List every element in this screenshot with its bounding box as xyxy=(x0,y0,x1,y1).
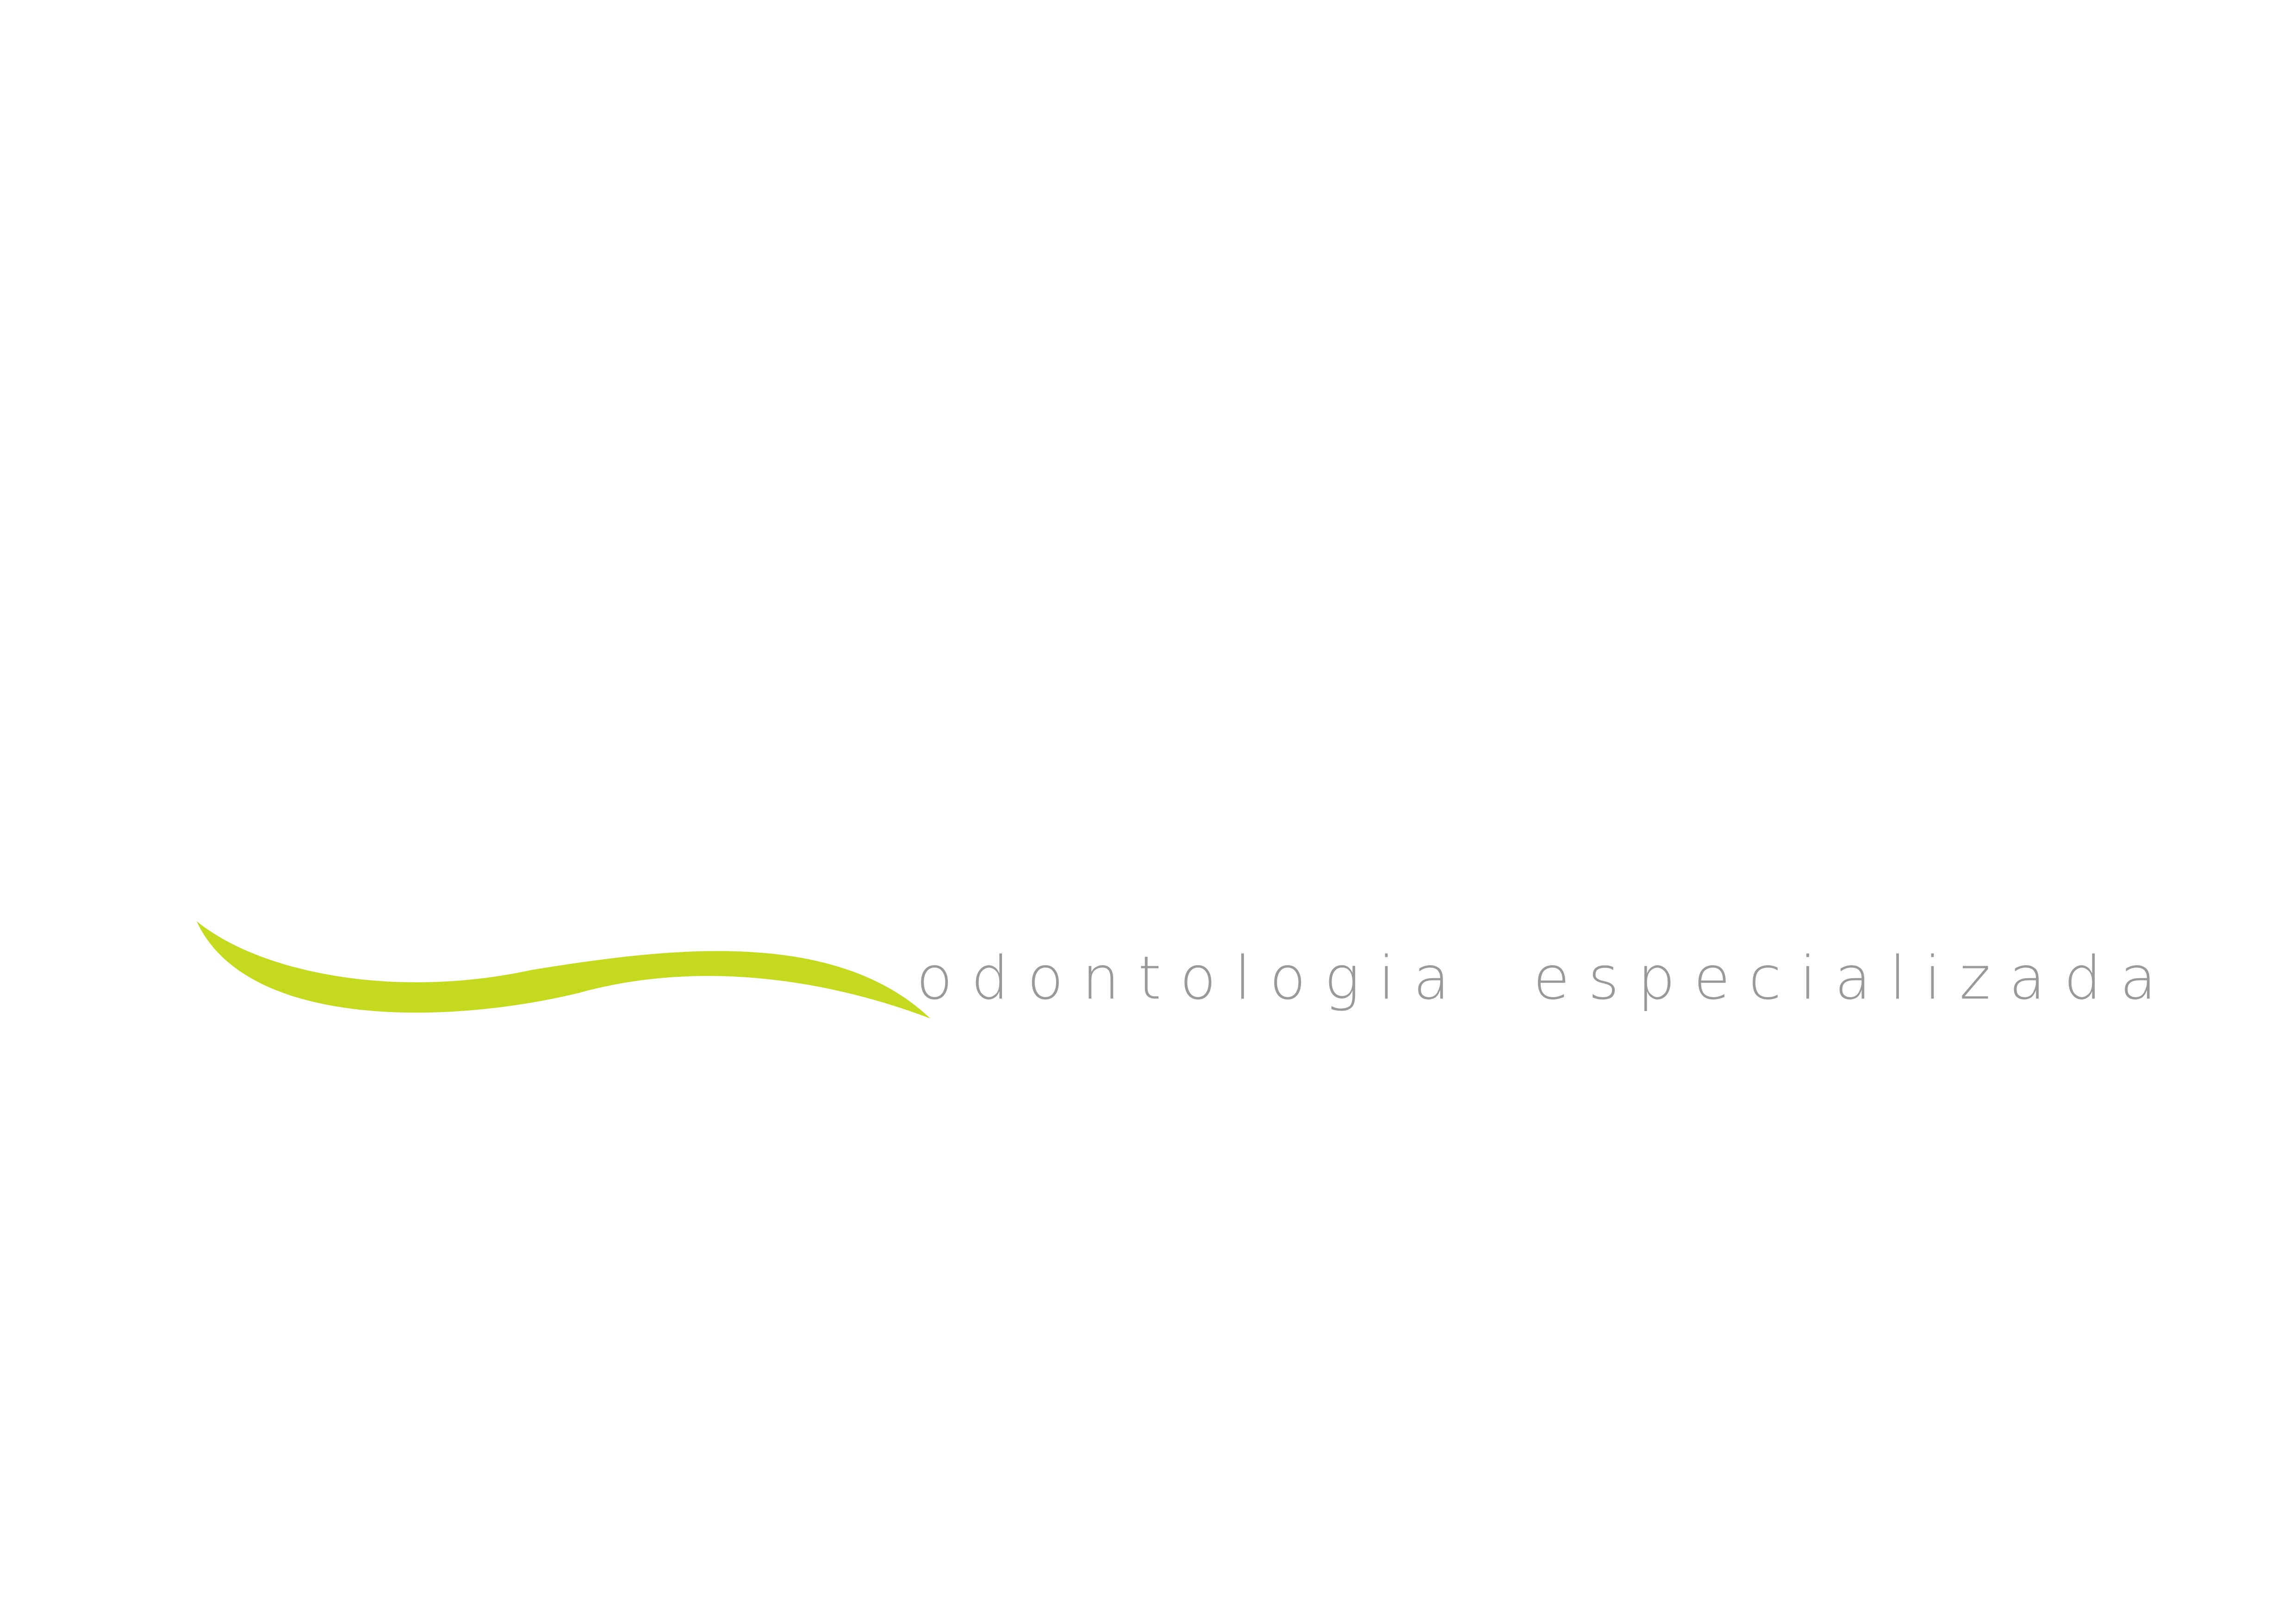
swoosh-shape xyxy=(197,921,930,1018)
tagline: odontologia especializada xyxy=(916,944,2175,1013)
